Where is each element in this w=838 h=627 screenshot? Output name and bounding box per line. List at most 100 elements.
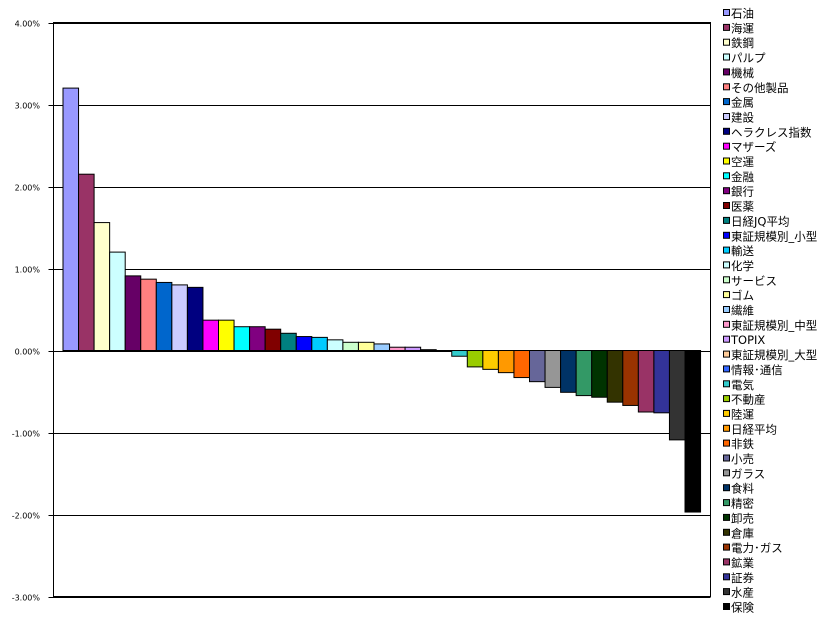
legend-item: 陸運 [723, 407, 754, 421]
legend-label: 輸送 [731, 244, 754, 258]
legend-swatch [723, 365, 730, 373]
bar-29 [497, 350, 515, 374]
legend-item: 電力･ガス [723, 541, 783, 555]
legend-item: 証券 [723, 571, 754, 585]
legend-label: 証券 [731, 571, 754, 585]
bar-40 [668, 350, 686, 441]
legend-item: 食料 [723, 482, 754, 496]
bar-23 [404, 346, 422, 352]
legend-swatch [723, 157, 730, 165]
bar-34 [575, 350, 593, 397]
legend-label: 石油 [731, 7, 754, 21]
legend-label: 不動産 [731, 393, 766, 407]
legend-swatch [723, 558, 730, 566]
legend-item: 電気 [723, 378, 754, 392]
bar-39 [653, 350, 670, 414]
legend-swatch [723, 231, 730, 239]
bar-1 [62, 87, 80, 351]
bar-22 [389, 346, 406, 352]
legend-swatch [723, 588, 730, 596]
bar-12 [233, 326, 251, 352]
legend-label: 東証規模別_小型 [731, 229, 817, 243]
y-tick-label: -1.00% [12, 430, 41, 439]
legend-swatch [723, 216, 730, 224]
legend-label: 食料 [731, 482, 754, 496]
legend-item: 非鉄 [723, 437, 754, 451]
bar-5 [124, 275, 142, 352]
bar-36 [606, 350, 624, 403]
legend-item: マザーズ [723, 140, 776, 154]
legend-swatch [723, 23, 730, 31]
legend-label: マザーズ [731, 140, 776, 154]
bar-32 [544, 350, 562, 388]
legend-label: 倉庫 [731, 526, 754, 540]
legend-swatch [723, 276, 730, 284]
legend-label: ガラス [731, 467, 765, 481]
legend-swatch [723, 484, 730, 492]
legend-label: ヘラクレス指数 [731, 125, 812, 139]
legend-swatch [723, 603, 730, 610]
legend-label: 保険 [731, 601, 754, 615]
legend-label: 医薬 [731, 200, 754, 214]
legend-label: 非鉄 [731, 437, 754, 451]
legend-label: TOPIX [730, 333, 765, 347]
bar-19 [342, 341, 359, 351]
y-axis-ticks: 4.00% 3.00% 2.00% 1.00% 0.00% -1.00% -2.00% -3.… [12, 20, 41, 603]
legend-swatch [723, 513, 730, 521]
legend-item: 銀行 [723, 185, 754, 199]
legend-item: その他製品 [723, 81, 789, 95]
legend-item: 繊維 [723, 304, 754, 318]
legend-item: 東証規模別_大型 [723, 348, 817, 362]
legend-item: 鉄鋼 [723, 36, 754, 50]
legend-label: 精密 [731, 497, 754, 511]
legend-label: 電力･ガス [731, 541, 783, 555]
bar-20 [357, 341, 375, 351]
legend-label: 電気 [731, 378, 754, 392]
bar-24 [420, 349, 437, 351]
legend-swatch [723, 172, 730, 180]
legend-swatch [723, 395, 730, 403]
legend-item: 金融 [723, 170, 754, 184]
legend-swatch [723, 83, 730, 91]
legend-item: 倉庫 [723, 526, 754, 540]
legend-swatch [723, 306, 730, 313]
legend-swatch [723, 53, 730, 61]
legend-item: 精密 [723, 497, 754, 511]
legend-item: 日経平均 [723, 422, 777, 436]
bar-14 [264, 328, 282, 351]
legend-swatch [723, 439, 730, 447]
bar-31 [529, 350, 546, 383]
legend-label: サービス [731, 274, 777, 288]
legend-item: 東証規模別_中型 [723, 318, 817, 332]
bar-35 [591, 350, 608, 398]
legend-swatch [723, 291, 730, 299]
legend-item: 化学 [723, 259, 754, 273]
bar-41 [684, 350, 702, 513]
legend-label: 海運 [731, 21, 754, 35]
legend-swatch [723, 320, 730, 328]
legend-label: パルプ [731, 51, 766, 65]
bar-10 [202, 319, 219, 352]
bar-30 [513, 350, 531, 379]
legend-swatch [723, 335, 730, 343]
bar-37 [622, 350, 639, 406]
legend-swatch [723, 98, 730, 106]
legend-label: 空運 [731, 155, 754, 169]
bar-17 [311, 336, 328, 352]
y-tick-label: -2.00% [12, 512, 41, 521]
legend-label: 金属 [731, 96, 754, 110]
legend-item: 医薬 [723, 200, 754, 214]
legend-label: 機械 [731, 66, 754, 80]
legend-swatch [723, 127, 730, 135]
legend-swatch [723, 261, 730, 269]
legend-swatch [723, 469, 730, 477]
legend-item: サービス [723, 274, 777, 288]
legend-label: 陸運 [731, 407, 754, 421]
legend-label: 水産 [731, 586, 754, 600]
legend-swatch [723, 350, 730, 358]
legend-item: ヘラクレス指数 [723, 125, 812, 139]
bar-25 [435, 350, 453, 352]
legend-label: 化学 [731, 259, 754, 273]
bar-11 [218, 319, 235, 352]
